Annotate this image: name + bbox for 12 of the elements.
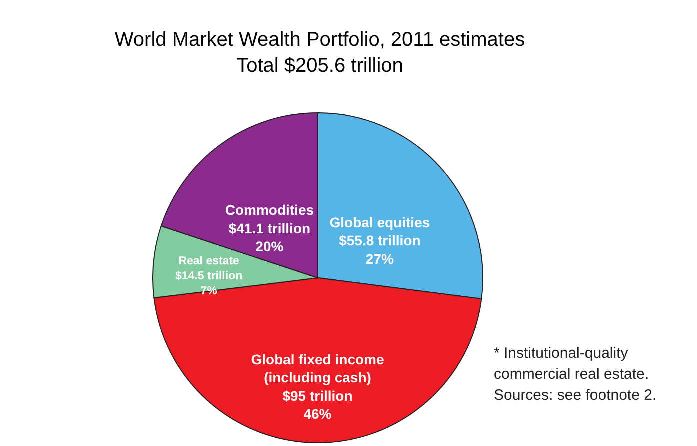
slice-label: Real estate	[178, 256, 240, 268]
data-label: $41.1 trillion 20%	[228, 220, 311, 255]
text: * Institutional-quality	[494, 345, 629, 362]
chart-title: World Market Wealth Portfolio, 2011 estimates	[114, 29, 526, 51]
slice-label: Commodities	[225, 202, 314, 218]
text: commercial real estate.	[494, 366, 650, 383]
source-note: Sources: see footnote 2.	[494, 387, 657, 404]
slice-label: Global equities	[330, 214, 430, 231]
data-label: $55.8 trillion 27%	[339, 232, 421, 267]
data-label: $95 trillion 46%	[282, 388, 353, 422]
slice-label: Global fixed income (including cash)	[251, 352, 384, 386]
chart-subtitle: Total $205.6 trillion	[236, 55, 404, 77]
